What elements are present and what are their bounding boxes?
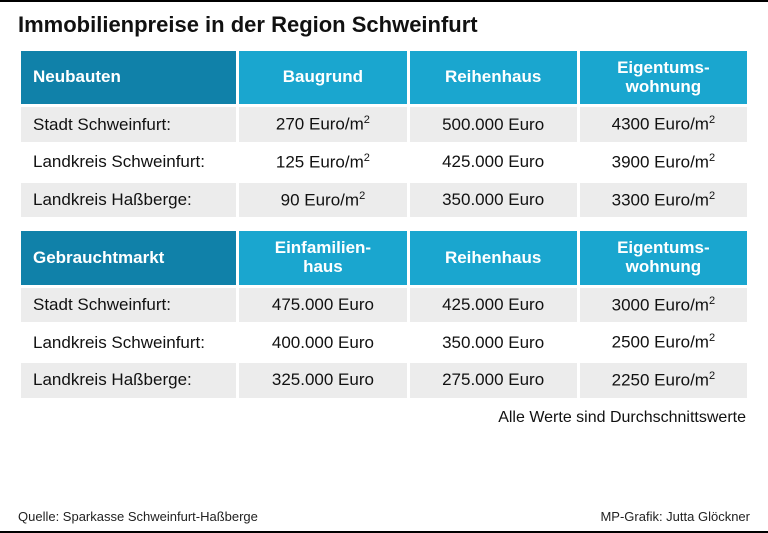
tbl2-col-0: Einfamilien-haus [239, 231, 406, 284]
table-row: Landkreis Schweinfurt:400.000 Euro350.00… [21, 325, 747, 360]
cell: 2500 Euro/m2 [580, 325, 747, 360]
cell: 350.000 Euro [410, 325, 577, 360]
cell: 500.000 Euro [410, 107, 577, 142]
cell: 90 Euro/m2 [239, 183, 406, 218]
table-row: Landkreis Haßberge:325.000 Euro275.000 E… [21, 363, 747, 398]
row-label: Landkreis Haßberge: [21, 183, 236, 218]
table-row: Landkreis Schweinfurt:125 Euro/m2425.000… [21, 145, 747, 180]
cell: 270 Euro/m2 [239, 107, 406, 142]
cell: 4300 Euro/m2 [580, 107, 747, 142]
cell: 2250 Euro/m2 [580, 363, 747, 398]
tbl1-rowheader: Neubauten [21, 51, 236, 104]
cell: 275.000 Euro [410, 363, 577, 398]
row-label: Landkreis Schweinfurt: [21, 145, 236, 180]
source-text: Quelle: Sparkasse Schweinfurt-Haßberge [18, 509, 258, 524]
cell: 3000 Euro/m2 [580, 288, 747, 323]
credit-text: MP-Grafik: Jutta Glöckner [600, 509, 750, 524]
cell: 400.000 Euro [239, 325, 406, 360]
footer: Quelle: Sparkasse Schweinfurt-Haßberge M… [18, 509, 750, 524]
footnote: Alle Werte sind Durchschnittswerte [18, 409, 750, 427]
table-row: Stadt Schweinfurt:270 Euro/m2500.000 Eur… [21, 107, 747, 142]
cell: 425.000 Euro [410, 145, 577, 180]
cell: 475.000 Euro [239, 288, 406, 323]
row-label: Stadt Schweinfurt: [21, 288, 236, 323]
cell: 325.000 Euro [239, 363, 406, 398]
row-label: Stadt Schweinfurt: [21, 107, 236, 142]
table-row: Stadt Schweinfurt:475.000 Euro425.000 Eu… [21, 288, 747, 323]
tbl1-body: Stadt Schweinfurt:270 Euro/m2500.000 Eur… [21, 107, 747, 217]
tbl2-body: Stadt Schweinfurt:475.000 Euro425.000 Eu… [21, 288, 747, 398]
cell: 350.000 Euro [410, 183, 577, 218]
row-label: Landkreis Haßberge: [21, 363, 236, 398]
neubauten-table: Neubauten Baugrund Reihenhaus Eigentums-… [18, 48, 750, 220]
cell: 425.000 Euro [410, 288, 577, 323]
table-row: Landkreis Haßberge:90 Euro/m2350.000 Eur… [21, 183, 747, 218]
cell: 125 Euro/m2 [239, 145, 406, 180]
cell: 3300 Euro/m2 [580, 183, 747, 218]
tbl2-col-1: Reihenhaus [410, 231, 577, 284]
tbl1-col-2: Eigentums-wohnung [580, 51, 747, 104]
tbl1-col-1: Reihenhaus [410, 51, 577, 104]
gebrauchtmarkt-table: Gebrauchtmarkt Einfamilien-haus Reihenha… [18, 228, 750, 400]
tbl2-rowheader: Gebrauchtmarkt [21, 231, 236, 284]
tbl1-col-0: Baugrund [239, 51, 406, 104]
row-label: Landkreis Schweinfurt: [21, 325, 236, 360]
page-title: Immobilienpreise in der Region Schweinfu… [18, 12, 750, 38]
tbl2-col-2: Eigentums-wohnung [580, 231, 747, 284]
cell: 3900 Euro/m2 [580, 145, 747, 180]
